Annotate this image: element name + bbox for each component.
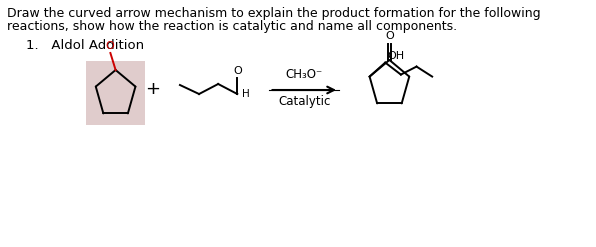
- FancyBboxPatch shape: [86, 61, 145, 125]
- Text: O: O: [233, 66, 242, 76]
- Text: +: +: [145, 80, 160, 98]
- Text: CH₃O⁻: CH₃O⁻: [285, 68, 323, 81]
- Text: Catalytic: Catalytic: [278, 95, 330, 108]
- Text: Draw the curved arrow mechanism to explain the product formation for the followi: Draw the curved arrow mechanism to expla…: [7, 7, 541, 20]
- Text: OH: OH: [388, 51, 405, 61]
- Text: reactions, show how the reaction is catalytic and name all components.: reactions, show how the reaction is cata…: [7, 20, 457, 33]
- Text: 1.   Aldol Addition: 1. Aldol Addition: [26, 39, 144, 52]
- Text: O: O: [105, 41, 114, 51]
- Text: H: H: [241, 89, 249, 99]
- Text: O: O: [385, 31, 394, 41]
